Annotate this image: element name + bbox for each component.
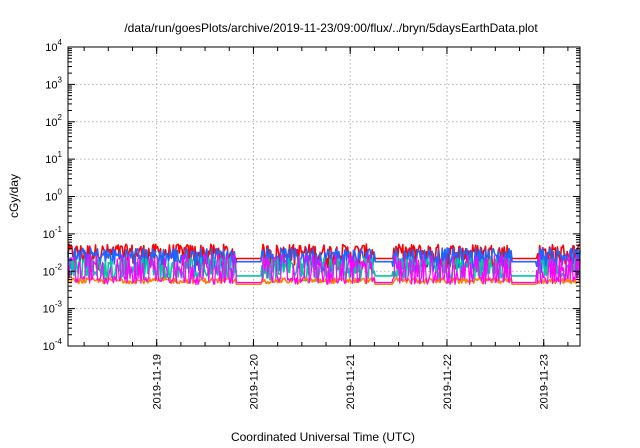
x-tick-label: 2019-11-22 [442, 354, 454, 409]
y-tick-label: 100 [45, 188, 62, 204]
x-tick-label: 2019-11-21 [345, 354, 357, 409]
y-axis: 10-4 10-3 10-2 10-1 100 101 102 103 104 [43, 38, 580, 353]
y-tick-label: 10-4 [43, 337, 63, 353]
y-tick-label: 101 [45, 150, 62, 166]
series-line-5 [67, 253, 581, 286]
x-tick-label: 2019-11-19 [152, 354, 164, 409]
y-axis-label: cGy/day [7, 174, 21, 218]
x-axis: 2019-11-19 2019-11-20 2019-11-21 2019-11-22… [83, 47, 569, 409]
y-tick-label: 102 [45, 113, 62, 129]
y-tick-label: 10-3 [43, 300, 63, 316]
grid [68, 47, 580, 346]
x-axis-label: Coordinated Universal Time (UTC) [231, 430, 415, 444]
y-tick-label: 103 [45, 75, 62, 91]
y-tick-label: 104 [45, 38, 62, 54]
chart-title: /data/run/goesPlots/archive/2019-11-23/0… [124, 21, 538, 35]
y-tick-label: 10-1 [43, 225, 63, 241]
series-layer [67, 243, 581, 286]
x-tick-label: 2019-11-23 [539, 354, 551, 409]
y-tick-label: 10-2 [43, 262, 63, 278]
x-tick-label: 2019-11-20 [248, 354, 260, 409]
